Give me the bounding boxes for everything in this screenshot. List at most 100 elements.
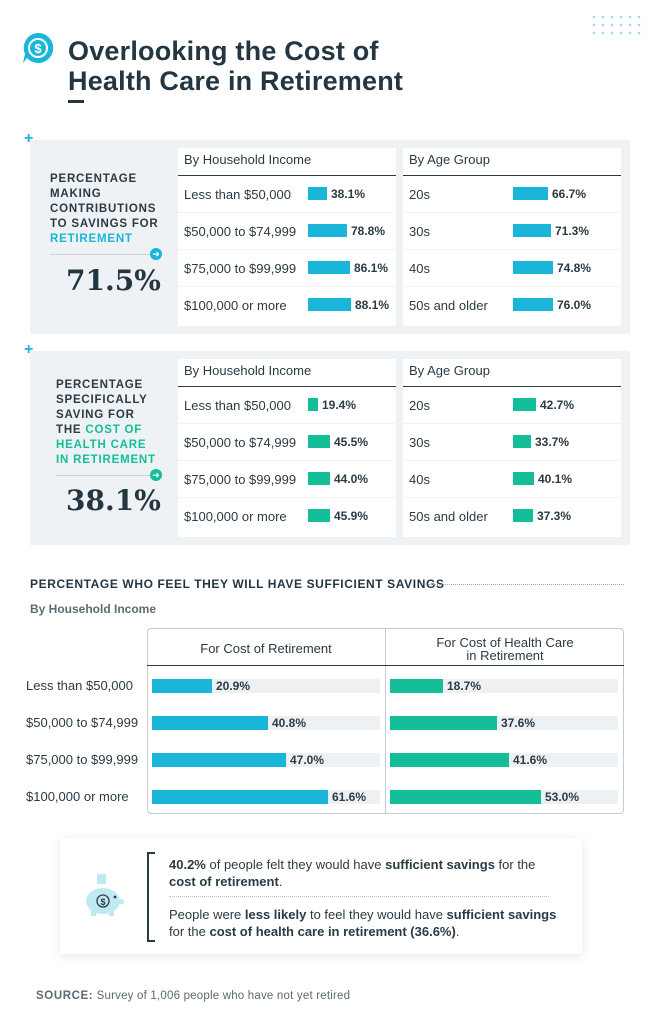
bar bbox=[513, 298, 553, 311]
bar bbox=[513, 472, 534, 485]
bar bbox=[152, 679, 212, 693]
row-label: $100,000 or more bbox=[26, 789, 129, 804]
bar-value-label: 37.6% bbox=[501, 716, 536, 730]
row-label: 40s bbox=[409, 261, 430, 276]
table-header-rule bbox=[403, 175, 621, 176]
panel2-age-table: By Age Group 20s 42.7% 30s 33.7% 40s 40.1% 50s… bbox=[403, 359, 621, 537]
bar bbox=[308, 298, 351, 311]
panel2-label-highlight: COST OF bbox=[85, 424, 143, 436]
bar-value-label: 61.6% bbox=[332, 790, 367, 804]
decorative-dot-grid bbox=[592, 15, 641, 35]
note-bold: less likely bbox=[244, 907, 307, 922]
table-row: $75,000 to $99,999 86.1% bbox=[178, 250, 396, 287]
row-label: $75,000 to $99,999 bbox=[184, 472, 297, 487]
note-bold: sufficient savings bbox=[446, 907, 557, 922]
panel1-label-highlight: RETIREMENT bbox=[50, 233, 133, 245]
panel2-big-value: 38.1% bbox=[66, 484, 161, 517]
bar-value-label: 76.0% bbox=[557, 298, 592, 312]
row-divider bbox=[403, 460, 621, 461]
panel2-label-highlight: HEALTH CARE bbox=[56, 439, 147, 451]
bar-track bbox=[390, 679, 618, 693]
dollar-chat-icon: $ bbox=[23, 32, 54, 63]
bar-value-label: 33.7% bbox=[535, 435, 570, 449]
row-divider bbox=[178, 212, 396, 213]
row-divider bbox=[403, 249, 621, 250]
table-header-rule bbox=[178, 386, 396, 387]
title-line-2: Health Care in Retirement bbox=[68, 66, 404, 96]
note-text: . bbox=[455, 924, 460, 939]
panel2-label-line: SAVING FOR bbox=[56, 409, 135, 421]
plus-icon: + bbox=[24, 130, 34, 147]
bar bbox=[513, 187, 548, 200]
bar bbox=[390, 790, 541, 804]
table-row: 20s 42.7% bbox=[403, 387, 621, 424]
bar-value-label: 37.3% bbox=[537, 509, 572, 523]
bar-value-label: 40.1% bbox=[538, 472, 573, 486]
bar bbox=[390, 753, 509, 767]
bar-value-label: 78.8% bbox=[351, 224, 386, 238]
bar bbox=[513, 224, 551, 237]
bar-value-label: 74.8% bbox=[557, 261, 592, 275]
row-divider bbox=[403, 212, 621, 213]
column-header-health-care: For Cost of Health Care in Retirement bbox=[386, 636, 624, 662]
title-dotted-rule bbox=[428, 584, 624, 585]
table-row: $50,000 to $74,999 78.8% bbox=[178, 213, 396, 250]
table-row: 30s 33.7% bbox=[403, 424, 621, 461]
bar-value-label: 44.0% bbox=[334, 472, 369, 486]
row-label: $75,000 to $99,999 bbox=[184, 261, 297, 276]
row-label: $50,000 to $74,999 bbox=[26, 715, 139, 730]
note-text: . bbox=[278, 874, 283, 889]
source-text: Survey of 1,006 people who have not yet … bbox=[93, 990, 351, 1002]
row-label: 30s bbox=[409, 224, 430, 239]
column-header-line: For Cost of Health Care bbox=[436, 635, 574, 650]
panel2-label: PERCENTAGE SPECIFICALLY SAVING FOR THE C… bbox=[56, 378, 156, 468]
row-label: $100,000 or more bbox=[184, 509, 287, 524]
panel1-label-line: TO SAVINGS FOR bbox=[50, 218, 159, 230]
panel1-arrow-line bbox=[50, 254, 152, 255]
bar-value-label: 19.4% bbox=[322, 398, 357, 412]
note-text: to feel they would have bbox=[306, 907, 447, 922]
note-divider bbox=[169, 896, 549, 897]
bar bbox=[513, 261, 553, 274]
title-line-1: Overlooking the Cost of bbox=[68, 36, 379, 66]
bar-value-label: 53.0% bbox=[545, 790, 580, 804]
arrow-right-icon: ➜ bbox=[150, 469, 162, 481]
row-label: 20s bbox=[409, 398, 430, 413]
row-divider bbox=[403, 286, 621, 287]
table-header: By Household Income bbox=[184, 363, 312, 378]
panel2-label-line: PERCENTAGE bbox=[56, 379, 144, 391]
bar-value-label: 41.6% bbox=[513, 753, 548, 767]
bar bbox=[308, 472, 330, 485]
note-bracket bbox=[147, 852, 155, 942]
row-label: 50s and older bbox=[409, 298, 488, 313]
piggy-bank-icon: $ bbox=[86, 874, 124, 916]
bar-value-label: 20.9% bbox=[216, 679, 251, 693]
panel1-label: PERCENTAGE MAKING CONTRIBUTIONS TO SAVIN… bbox=[50, 172, 159, 247]
bar-value-label: 47.0% bbox=[290, 753, 325, 767]
bar bbox=[308, 224, 347, 237]
page-title: Overlooking the Cost of Health Care in R… bbox=[68, 36, 403, 96]
bar-value-label: 40.8% bbox=[272, 716, 307, 730]
row-label: $75,000 to $99,999 bbox=[26, 752, 139, 767]
bar bbox=[308, 509, 330, 522]
row-label: Less than $50,000 bbox=[26, 678, 133, 693]
bar-value-label: 45.9% bbox=[334, 509, 369, 523]
title-underline bbox=[68, 100, 84, 103]
row-label: Less than $50,000 bbox=[184, 398, 291, 413]
note-text: for the bbox=[169, 924, 210, 939]
column-separator bbox=[385, 628, 386, 814]
bar bbox=[308, 435, 330, 448]
row-label: 30s bbox=[409, 435, 430, 450]
table-row: 30s 71.3% bbox=[403, 213, 621, 250]
panel2-label-line: SPECIFICALLY bbox=[56, 394, 148, 406]
row-divider bbox=[403, 497, 621, 498]
column-header-line: in Retirement bbox=[466, 648, 544, 663]
bar-value-label: 66.7% bbox=[552, 187, 587, 201]
note-text: for the bbox=[494, 857, 536, 872]
row-divider bbox=[178, 423, 396, 424]
bar bbox=[390, 679, 443, 693]
note-paragraph-2: People were less likely to feel they wou… bbox=[169, 906, 559, 940]
row-divider bbox=[178, 497, 396, 498]
row-label: $100,000 or more bbox=[184, 298, 287, 313]
table-row: $50,000 to $74,999 45.5% bbox=[178, 424, 396, 461]
